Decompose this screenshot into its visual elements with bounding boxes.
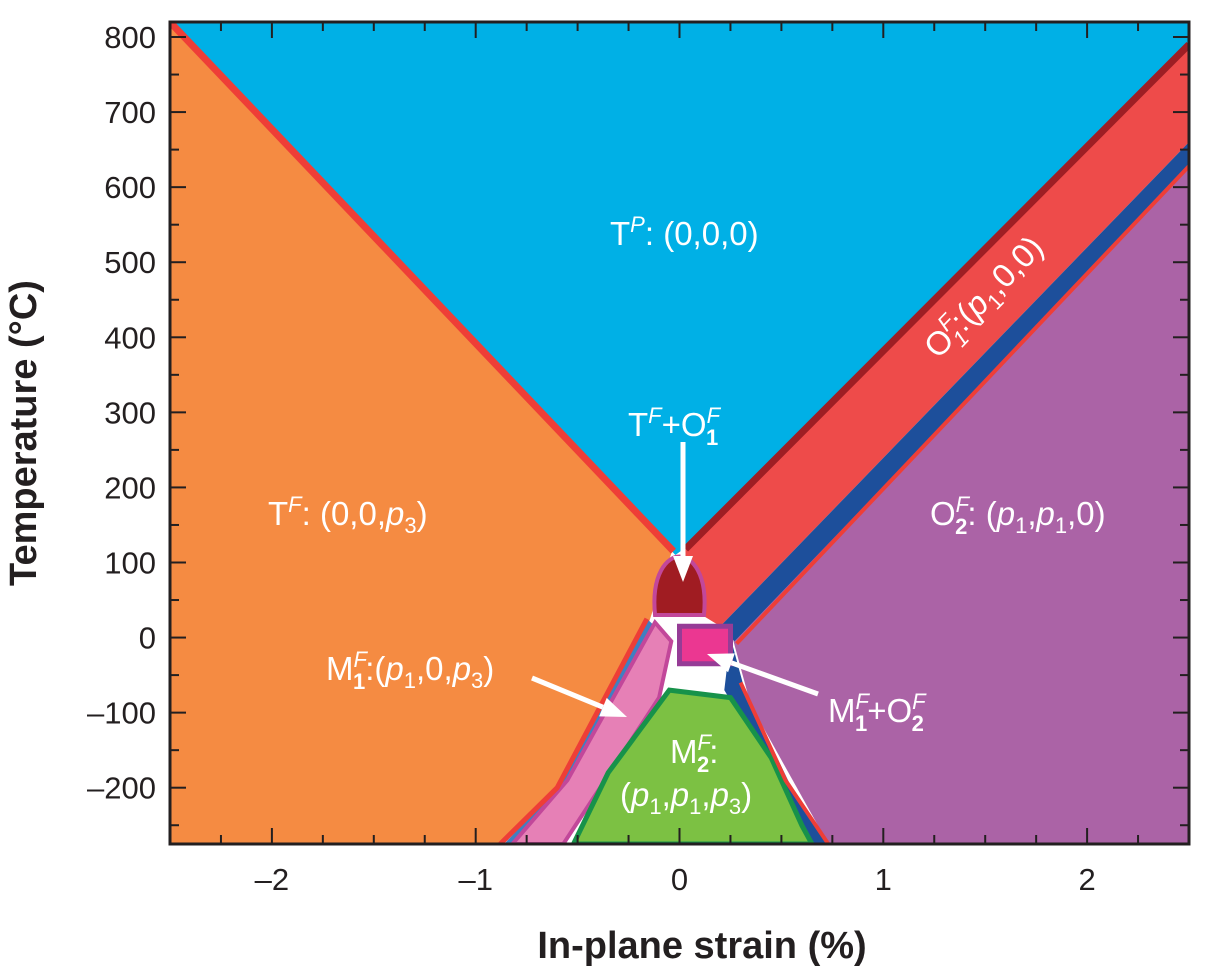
- label-m1-o2: MF 1+OF 2: [828, 689, 927, 736]
- boundary-m2-o2: [738, 681, 830, 844]
- region-tp: [170, 22, 1189, 555]
- label-m2-phase: MF 2:: [670, 730, 718, 777]
- x-tick-label: –2: [255, 862, 289, 897]
- region-o2: [732, 142, 1189, 844]
- label-o2: OF 2: (p1,p1,0): [930, 492, 1106, 539]
- phase-regions: [170, 22, 1189, 844]
- arrow-m1: [531, 675, 627, 717]
- boundary-tf-m1: [498, 617, 650, 844]
- y-tick-label: 0: [139, 621, 156, 656]
- y-tick-label: 400: [104, 320, 156, 355]
- label-tf-o1: TF+OF 1: [628, 403, 722, 450]
- y-tick-label: 800: [104, 20, 156, 55]
- region-m1-edge-band: [504, 618, 660, 844]
- x-tick-label: 0: [671, 862, 688, 897]
- label-tp: TP: (0,0,0): [610, 212, 759, 252]
- y-tick-label: 200: [104, 470, 156, 505]
- y-axis-title: Temperature (°C): [3, 280, 45, 586]
- x-tick-label: 2: [1078, 862, 1095, 897]
- y-tick-label: –100: [87, 696, 156, 731]
- y-tick-label: 100: [104, 545, 156, 580]
- annotation-arrows: [531, 442, 819, 717]
- region-m2: [570, 687, 815, 844]
- label-tf: TF: (0,0,p3): [268, 492, 428, 538]
- x-tick-label: –1: [458, 862, 492, 897]
- region-tf: [170, 22, 672, 844]
- y-tick-label: –200: [87, 771, 156, 806]
- boundary-tp-o1: [683, 42, 1189, 552]
- arrow-m1-o2: [707, 653, 819, 697]
- x-axis-title: In-plane strain (%): [537, 925, 866, 967]
- region-o1: [683, 44, 1189, 627]
- arrow-tf-o1: [673, 442, 693, 582]
- boundary-o2-edge: [735, 164, 1189, 645]
- x-tick-label: 1: [875, 862, 892, 897]
- boundary-tp-tf: [170, 22, 676, 554]
- region-o1-o2-band: [720, 142, 1189, 642]
- axes: –2 –1 0 1 2 –200 –100 0 100 200 300 400 500 600 700 800: [87, 20, 1191, 897]
- label-m1: MF 1:(p1,0,p3): [326, 647, 494, 694]
- y-tick-label: 700: [104, 95, 156, 130]
- y-tick-label: 600: [104, 170, 156, 205]
- region-m2-edge-band: [724, 637, 829, 844]
- label-m2-order: (p1,p1,p3): [620, 776, 752, 819]
- region-m1: [509, 619, 674, 844]
- y-tick-label: 500: [104, 245, 156, 280]
- y-tick-label: 300: [104, 395, 156, 430]
